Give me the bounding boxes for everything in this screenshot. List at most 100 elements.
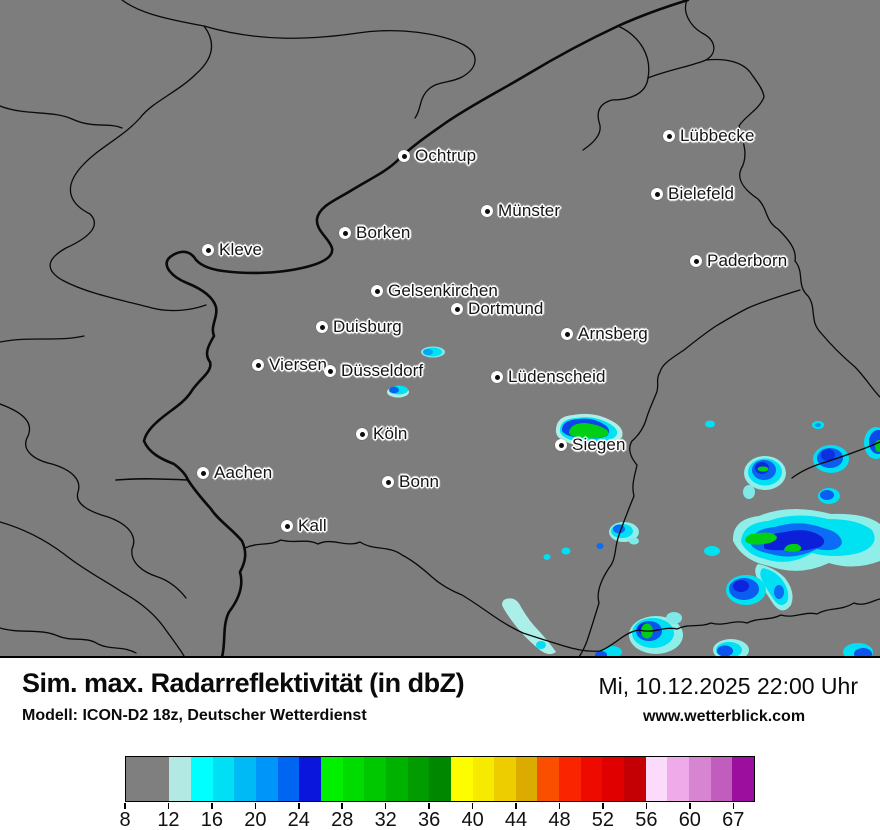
colorbar-tick-label: 36 (418, 809, 441, 830)
colorbar-tick (298, 803, 300, 809)
city-label: Köln (373, 424, 408, 443)
city-dot-icon (316, 321, 328, 333)
city-dot-icon (690, 255, 702, 267)
city-marker: Arnsberg (561, 324, 648, 344)
colorbar-tick (689, 803, 691, 809)
city-label: Bonn (399, 472, 440, 491)
colorbar-tick (602, 803, 604, 809)
colorbar-tick (645, 803, 648, 809)
city-dot-icon (651, 188, 663, 200)
page-title: Sim. max. Radarreflektivität (in dbZ) (22, 668, 465, 698)
colorbar-tick-label: 56 (635, 809, 658, 830)
colorbar-segment (580, 757, 603, 801)
colorbar-segment (407, 757, 430, 801)
colorbar-segment (342, 757, 365, 801)
city-label: Münster (498, 201, 561, 220)
radar-echoes (387, 346, 880, 656)
city-dot-icon (561, 328, 573, 340)
state-borders (0, 0, 880, 656)
colorbar-tick (558, 803, 561, 809)
city-dot-icon (202, 244, 214, 256)
colorbar-tick-label: 60 (678, 809, 701, 830)
city-dot-icon (371, 285, 383, 297)
colorbar-segment (320, 757, 343, 801)
colorbar-segment (472, 757, 495, 801)
forecast-datetime: Mi, 10.12.2025 22:00 Uhr (598, 673, 858, 699)
city-label: Arnsberg (578, 324, 648, 343)
map-graphics (0, 0, 880, 656)
city-label: Siegen (572, 435, 626, 454)
colorbar-segment (559, 757, 581, 801)
city-label: Ochtrup (415, 146, 477, 165)
colorbar-segment (385, 757, 408, 801)
colorbar-tick-label: 8 (119, 809, 131, 830)
city-marker: Gelsenkirchen (371, 281, 498, 301)
colorbar-tick (428, 803, 430, 809)
city-label: Bielefeld (668, 184, 735, 203)
city-dot-icon (398, 150, 410, 162)
colorbar-segment (624, 757, 646, 801)
city-dot-icon (339, 227, 351, 239)
city-label: Düsseldorf (341, 361, 424, 380)
city-marker: Bonn (382, 472, 439, 492)
city-label: Dortmund (468, 299, 544, 318)
colorbar-tick (732, 803, 735, 809)
city-marker: Bielefeld (651, 184, 734, 204)
colorbar-segment (689, 757, 711, 801)
colorbar-legend (125, 756, 755, 802)
colorbar-tick-label: 16 (200, 809, 224, 830)
model-info: Modell: ICON-D2 18z, Deutscher Wetterdie… (22, 707, 367, 724)
colorbar-segment (126, 757, 170, 801)
colorbar-tick-label: 28 (331, 809, 354, 830)
city-label: Borken (356, 223, 411, 242)
colorbar-segment (169, 757, 191, 801)
colorbar-tick (124, 803, 126, 809)
colorbar-segment (429, 757, 451, 801)
colorbar-segment (645, 757, 668, 801)
colorbar-segment (732, 757, 755, 801)
colorbar-tick-label: 48 (548, 809, 571, 830)
city-marker: Siegen (555, 435, 626, 455)
city-marker: Köln (356, 424, 407, 444)
colorbar-tick (384, 803, 387, 809)
colorbar-tick (211, 803, 213, 809)
city-marker: Duisburg (316, 317, 402, 337)
colorbar-tick (167, 803, 170, 809)
city-marker: Dortmund (451, 299, 543, 319)
city-dot-icon (197, 467, 209, 479)
city-label: Lübbecke (680, 126, 755, 145)
colorbar-tick (254, 803, 257, 809)
colorbar-segment (255, 757, 278, 801)
city-dot-icon (481, 205, 493, 217)
city-label: Lüdenscheid (508, 367, 606, 386)
colorbar-segment (537, 757, 560, 801)
colorbar-segment (364, 757, 386, 801)
city-marker: Münster (481, 201, 560, 221)
city-marker: Borken (339, 223, 410, 243)
city-label: Viersen (269, 355, 328, 374)
colorbar-segment (667, 757, 690, 801)
colorbar-segment (602, 757, 625, 801)
city-marker: Lüdenscheid (491, 367, 606, 387)
radar-map: Ochtrup Lübbecke Bielefeld Münster Borken Kle… (0, 0, 880, 658)
city-dot-icon (356, 428, 368, 440)
website-url: www.wetterblick.com (642, 708, 806, 725)
city-dot-icon (491, 371, 503, 383)
colorbar-segment (450, 757, 473, 801)
city-dot-icon (281, 520, 293, 532)
city-dot-icon (382, 476, 394, 488)
city-marker: Paderborn (690, 251, 787, 271)
city-label: Kleve (219, 240, 263, 259)
colorbar-segment (190, 757, 213, 801)
colorbar-tick (471, 803, 474, 809)
city-label: Duisburg (333, 317, 402, 336)
city-dot-icon (324, 365, 336, 377)
colorbar-tick-label: 40 (461, 809, 484, 830)
city-label: Aachen (214, 463, 273, 482)
colorbar-segment (212, 757, 235, 801)
city-label: Gelsenkirchen (388, 281, 498, 300)
city-label: Paderborn (707, 251, 788, 270)
city-marker: Aachen (197, 463, 272, 483)
city-marker: Lübbecke (663, 126, 755, 146)
